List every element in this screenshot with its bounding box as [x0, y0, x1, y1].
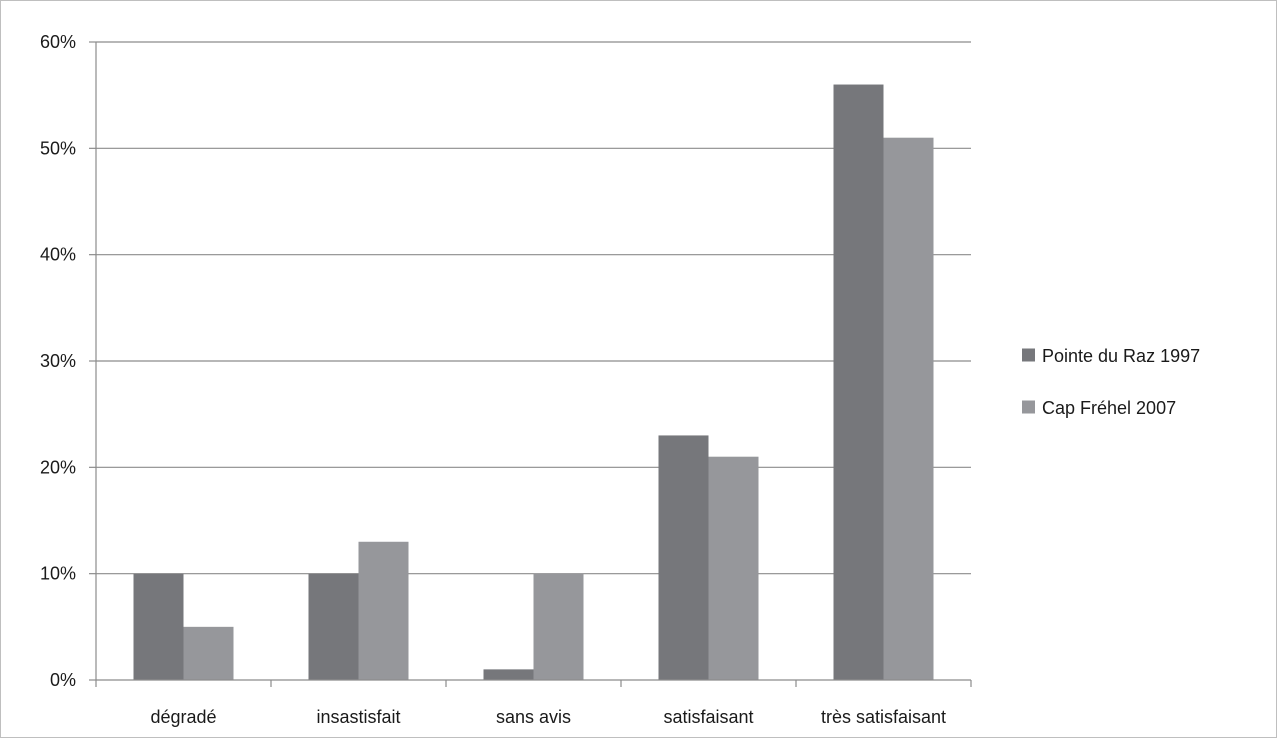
legend-swatch	[1022, 400, 1035, 414]
y-tick-label: 0%	[50, 670, 76, 690]
y-axis-tick-labels: 0% 10% 20% 30% 40% 50% 60%	[40, 32, 76, 690]
x-axis-tick-labels: dégradé insastisfait sans avis satisfaisant…	[150, 707, 946, 727]
legend-label: Cap Fréhel 2007	[1042, 398, 1176, 418]
legend-swatch	[1022, 348, 1035, 362]
y-tick-label: 60%	[40, 32, 76, 52]
bar-series-1	[483, 669, 534, 680]
x-tick-label: très satisfaisant	[821, 707, 946, 727]
gridlines	[96, 41, 971, 575]
x-tick-label: dégradé	[150, 707, 216, 727]
bar-series-2	[708, 456, 759, 680]
legend: Pointe du Raz 1997 Cap Fréhel 2007	[1022, 346, 1200, 418]
legend-label: Pointe du Raz 1997	[1042, 346, 1200, 366]
y-tick-label: 50%	[40, 138, 76, 158]
x-tick-label: satisfaisant	[663, 707, 753, 727]
bar-series-1	[658, 435, 709, 680]
bars	[133, 84, 934, 681]
y-tick-label: 40%	[40, 245, 76, 265]
bar-series-2	[183, 626, 234, 680]
y-tick-label: 30%	[40, 351, 76, 371]
bar-series-1	[833, 84, 884, 681]
bar-series-2	[358, 541, 409, 680]
y-tick-label: 20%	[40, 457, 76, 477]
bar-series-1	[133, 573, 184, 680]
y-tick-label: 10%	[40, 564, 76, 584]
bar-series-2	[533, 573, 584, 680]
bar-series-2	[883, 137, 934, 680]
axes	[89, 41, 972, 687]
x-tick-label: sans avis	[496, 707, 571, 727]
bar-series-1	[308, 573, 359, 680]
x-tick-label: insastisfait	[316, 707, 400, 727]
